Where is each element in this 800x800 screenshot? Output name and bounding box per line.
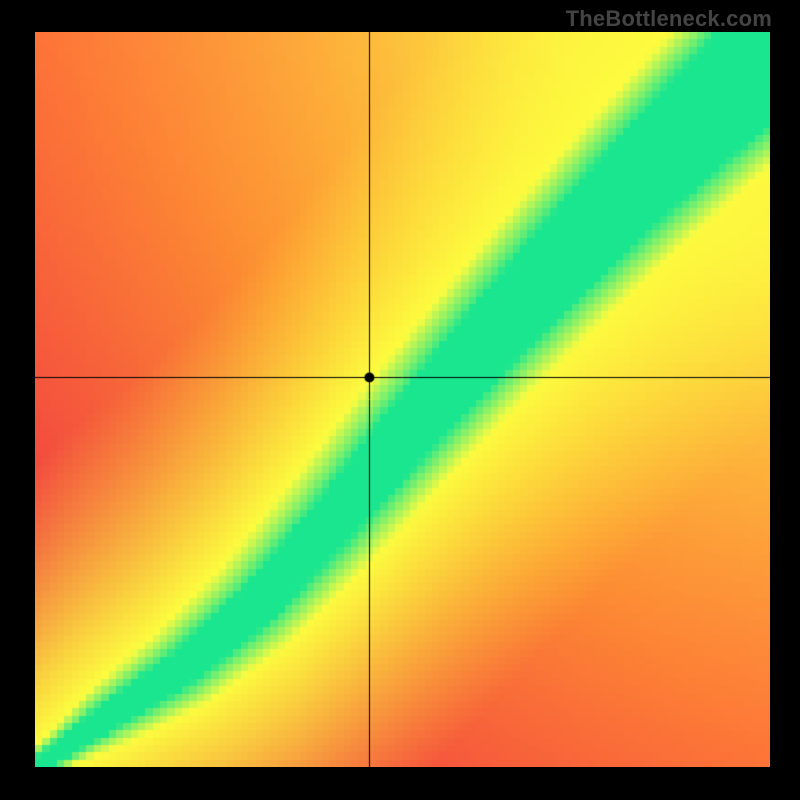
chart-container: TheBottleneck.com (0, 0, 800, 800)
watermark-text: TheBottleneck.com (566, 6, 772, 32)
bottleneck-heatmap-canvas (35, 32, 770, 767)
